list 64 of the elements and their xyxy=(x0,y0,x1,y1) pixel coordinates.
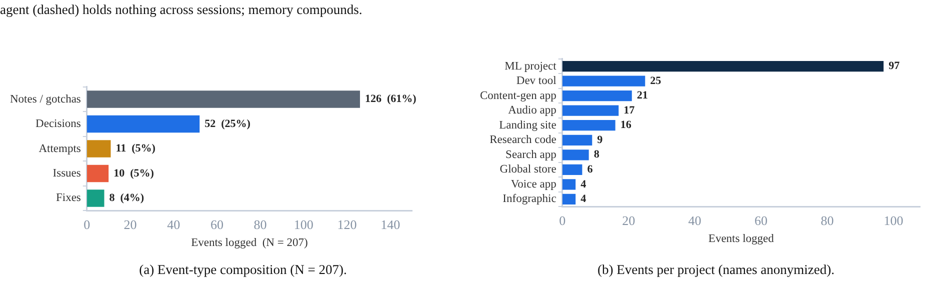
text: (b) Events per project (names anonymized). xyxy=(596,262,836,278)
data-label: 8 xyxy=(594,148,600,161)
x-tick-label: 120 xyxy=(337,216,357,232)
x-tick-label: 40 xyxy=(688,212,702,228)
text: (a) Event-type composition (N = 207). xyxy=(138,262,348,278)
x-tick-label: 20 xyxy=(124,216,137,232)
bar xyxy=(562,179,576,190)
data-label: 10 (5%) xyxy=(114,167,154,180)
x-tick-label: 100 xyxy=(294,216,314,232)
data-label: 126 (61%) xyxy=(364,93,417,106)
y-tick-label: ML project xyxy=(504,60,558,72)
data-label: 97 xyxy=(888,60,900,72)
bar xyxy=(86,140,111,158)
bar xyxy=(562,120,616,131)
data-label: 21 xyxy=(636,90,648,102)
y-tick-label: Decisions xyxy=(36,118,82,130)
x-axis-title: Events logged (N = 207) xyxy=(191,237,308,250)
x-tick-label: 100 xyxy=(884,212,904,228)
x-tick-label: 80 xyxy=(820,212,834,228)
data-label: 11 (5%) xyxy=(116,142,156,155)
y-tick-label: Issues xyxy=(52,168,82,180)
bar xyxy=(86,164,109,182)
data-label: 25 xyxy=(650,74,662,87)
x-tick-label: 140 xyxy=(380,216,400,232)
y-tick-label: Research code xyxy=(490,134,556,146)
bar xyxy=(562,164,582,175)
y-tick-label: Fixes xyxy=(56,192,82,204)
y-tick-label: Audio app xyxy=(508,104,557,117)
data-label: 16 xyxy=(620,119,632,132)
y-tick-label: Dev tool xyxy=(516,75,556,88)
x-tick-label: 60 xyxy=(210,216,224,232)
data-label: 6 xyxy=(587,164,594,176)
bar xyxy=(86,90,360,108)
y-tick-label: Voice app xyxy=(510,178,557,190)
y-tick-label: Notes / gotchas xyxy=(10,93,82,106)
bar xyxy=(562,134,592,146)
bar xyxy=(86,190,104,207)
y-tick-label: Infographic xyxy=(502,193,556,206)
y-tick-label: Content-gen app xyxy=(480,90,557,102)
data-label: 17 xyxy=(624,104,636,116)
y-tick-label: Search app xyxy=(506,148,557,161)
text: agent (dashed) holds nothing across sessions; memory compounds. xyxy=(0,2,362,18)
y-tick-label: Landing site xyxy=(499,119,556,132)
bar xyxy=(562,76,646,86)
bar xyxy=(562,60,884,72)
data-label: 9 xyxy=(597,134,604,146)
data-label: 52 (25%) xyxy=(204,118,251,130)
x-tick-label: 0 xyxy=(559,212,566,228)
x-axis-title: Events logged xyxy=(708,233,774,246)
x-tick-label: 80 xyxy=(254,216,267,232)
data-label: 8 (4%) xyxy=(109,192,144,204)
bar xyxy=(562,150,589,160)
bar xyxy=(562,194,576,205)
x-tick-label: 40 xyxy=(167,216,180,232)
data-label: 4 xyxy=(580,178,587,190)
bar xyxy=(562,90,632,102)
data-label: 4 xyxy=(580,193,587,206)
bar xyxy=(562,105,619,116)
y-tick-label: Attempts xyxy=(38,142,82,155)
x-tick-label: 0 xyxy=(84,216,90,232)
x-tick-label: 60 xyxy=(754,212,768,228)
x-tick-label: 20 xyxy=(622,212,636,228)
y-tick-label: Global store xyxy=(500,164,556,176)
bar xyxy=(86,115,200,133)
